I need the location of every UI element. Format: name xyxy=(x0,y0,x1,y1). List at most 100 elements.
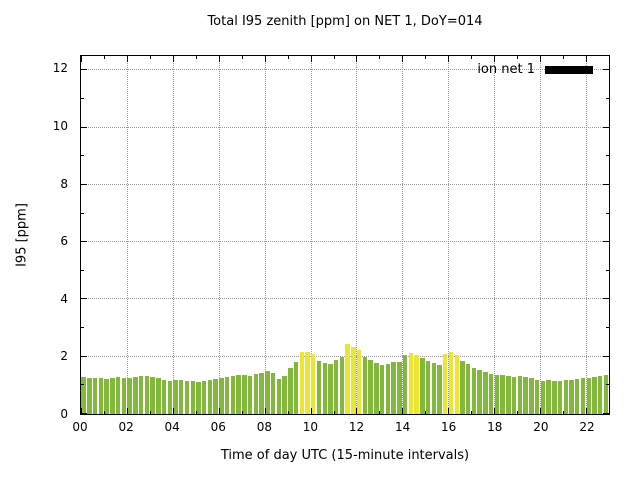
bar xyxy=(276,379,282,414)
bar xyxy=(500,375,505,414)
bar xyxy=(339,356,345,414)
bar xyxy=(247,376,253,414)
tick-mark-x xyxy=(195,56,197,59)
tick-mark-y xyxy=(603,69,609,71)
tick-mark-x xyxy=(172,56,174,62)
bar xyxy=(316,361,322,414)
bar xyxy=(506,376,511,414)
tick-mark-x xyxy=(218,56,220,62)
bar xyxy=(219,377,224,414)
bar xyxy=(179,380,184,414)
tick-mark-y xyxy=(606,155,609,157)
x-tick-label: 22 xyxy=(579,420,595,434)
bar xyxy=(104,379,109,414)
legend-label: ion net 1 xyxy=(477,62,535,77)
plot-area: ion net 1 xyxy=(80,55,610,415)
bar xyxy=(201,381,207,414)
tick-mark-y xyxy=(81,155,84,157)
tick-mark-x xyxy=(379,411,381,414)
bar xyxy=(448,352,454,414)
bar xyxy=(242,375,247,414)
gridline-x xyxy=(448,56,450,414)
bar xyxy=(580,378,586,414)
tick-mark-x xyxy=(540,408,542,414)
tick-mark-x xyxy=(425,56,427,59)
bar xyxy=(356,349,362,414)
bar xyxy=(402,355,408,414)
legend-swatch xyxy=(545,65,593,74)
tick-mark-y xyxy=(603,241,609,243)
bar xyxy=(397,361,402,414)
bar xyxy=(144,375,150,414)
tick-mark-x xyxy=(563,56,565,59)
bar xyxy=(207,380,213,414)
y-tick-label: 12 xyxy=(52,61,68,76)
tick-mark-x xyxy=(81,408,82,414)
bar xyxy=(557,381,563,414)
tick-mark-x xyxy=(264,408,266,414)
bar xyxy=(494,375,500,414)
bar xyxy=(586,377,591,414)
tick-mark-y xyxy=(603,298,609,300)
bar xyxy=(110,378,115,414)
gridline-y xyxy=(81,126,609,128)
tick-mark-x xyxy=(149,411,151,414)
tick-mark-x xyxy=(241,56,243,59)
tick-mark-x xyxy=(103,411,105,414)
x-tick-label: 10 xyxy=(302,420,319,434)
tick-mark-x xyxy=(149,56,151,59)
bar xyxy=(511,376,517,414)
x-tick-labels: 00 02 04 06 08 10 12 14 16 18 20 22 xyxy=(72,420,610,436)
tick-mark-x xyxy=(126,408,128,414)
tick-mark-y xyxy=(81,69,87,71)
tick-mark-x xyxy=(356,56,358,62)
tick-mark-y xyxy=(81,97,84,99)
tick-mark-x xyxy=(402,408,404,414)
gridline-x xyxy=(264,56,266,414)
x-tick-label: 14 xyxy=(394,420,411,434)
tick-mark-x xyxy=(333,56,335,59)
x-tick-label: 20 xyxy=(533,420,549,434)
bar xyxy=(454,355,459,414)
bar xyxy=(517,375,523,414)
gridline-x xyxy=(402,56,404,414)
bar xyxy=(483,372,488,414)
x-tick-label: 04 xyxy=(164,420,180,434)
bar xyxy=(288,368,293,414)
tick-mark-y xyxy=(606,212,609,214)
bar xyxy=(546,379,551,414)
bar xyxy=(311,353,316,414)
bar xyxy=(156,378,161,414)
bar xyxy=(597,375,603,414)
gridline-y xyxy=(81,69,609,71)
tick-mark-x xyxy=(540,56,542,62)
bar xyxy=(477,370,482,414)
bar xyxy=(592,376,597,414)
bar xyxy=(299,352,304,414)
x-tick-label: 18 xyxy=(487,420,503,434)
x-tick-label: 02 xyxy=(118,420,134,434)
tick-mark-y xyxy=(603,355,609,357)
x-tick-label: 16 xyxy=(441,420,457,434)
bar xyxy=(253,373,259,414)
gridline-x xyxy=(540,56,542,414)
x-tick-label: 06 xyxy=(210,420,226,434)
tick-mark-x xyxy=(126,56,128,62)
bar xyxy=(465,363,471,414)
bar xyxy=(534,379,540,414)
tick-mark-x xyxy=(517,411,519,414)
x-axis-label: Time of day UTC (15-minute intervals) xyxy=(220,448,470,463)
tick-mark-x xyxy=(333,411,335,414)
tick-mark-x xyxy=(172,408,174,414)
tick-mark-y xyxy=(81,384,84,386)
bar xyxy=(92,378,98,414)
y-tick-label: 10 xyxy=(52,119,68,133)
tick-mark-y xyxy=(603,183,609,185)
bar xyxy=(265,371,270,414)
bar xyxy=(523,376,528,414)
bar xyxy=(230,376,236,414)
tick-mark-y xyxy=(606,97,609,99)
bar xyxy=(603,375,609,414)
bar xyxy=(224,376,230,414)
